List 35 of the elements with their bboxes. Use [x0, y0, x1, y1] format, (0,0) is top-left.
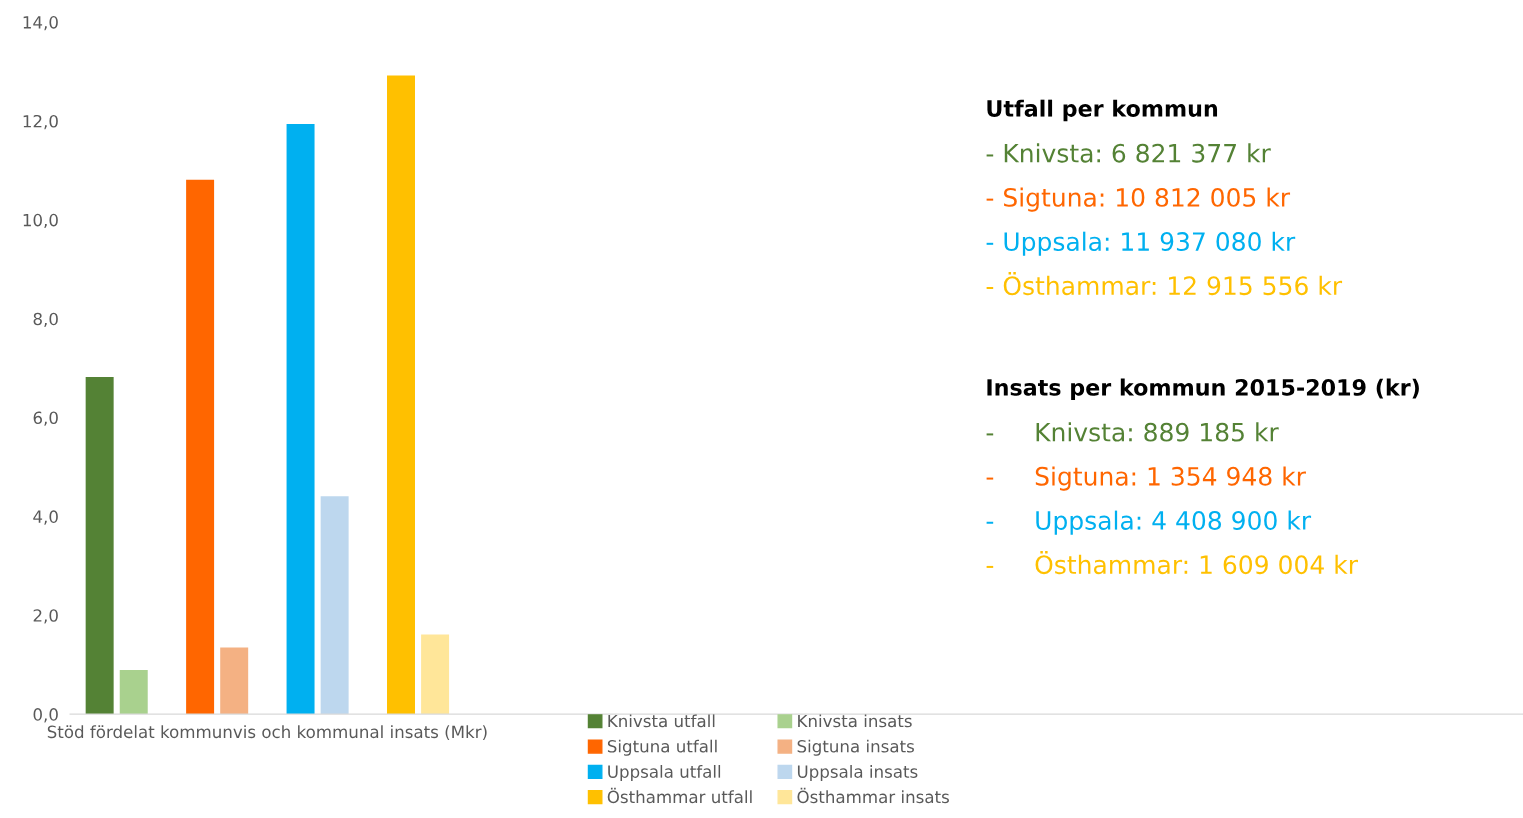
bar — [320, 496, 349, 715]
bar — [85, 377, 114, 715]
bar — [119, 670, 148, 715]
y-tick-label: 4,0 — [33, 510, 58, 525]
x-tick-label: Stöd fördelat kommunvis och kommunal insats (Mkr) — [47, 725, 487, 741]
y-tick-label: 6,0 — [33, 411, 58, 426]
legend-label: Knivsta insats — [798, 714, 912, 728]
annotation: Utfall per kommun — [987, 99, 1218, 122]
legend-label: Östhammar insats — [797, 787, 949, 804]
y-tick-label: 0,0 — [33, 708, 58, 723]
bar — [220, 647, 249, 715]
legend-label: Uppsala utfall — [608, 764, 721, 782]
annotation: - Uppsala: 11 937 080 kr — [986, 231, 1296, 256]
legend-label: Sigtuna utfall — [607, 739, 717, 756]
annotation: - Sigtuna: 1 354 948 kr — [986, 466, 1306, 491]
legend-label: Knivsta utfall — [608, 714, 715, 728]
y-tick-label: 8,0 — [33, 312, 58, 327]
legend-label: Östhammar utfall — [607, 787, 752, 804]
bar — [186, 179, 215, 715]
legend-label: Uppsala insats — [797, 764, 918, 782]
y-tick-label: 14,0 — [23, 16, 58, 31]
annotation: - Östhammar: 12 915 556 kr — [986, 272, 1343, 296]
annotation: - Sigtuna: 10 812 005 kr — [986, 187, 1291, 212]
y-tick-label: 2,0 — [33, 609, 58, 624]
annotation: - Knivsta: 6 821 377 kr — [986, 143, 1271, 163]
bar — [387, 75, 415, 715]
bar — [286, 123, 315, 715]
annotation: - Östhammar: 1 609 004 kr — [986, 551, 1358, 575]
annotation: - Uppsala: 4 408 900 kr — [986, 510, 1312, 535]
legend-label: Sigtuna insats — [797, 739, 914, 756]
y-tick-label: 10,0 — [23, 213, 58, 229]
annotation: Insats per kommun 2015-2019 (kr) — [987, 378, 1419, 401]
annotation: - Knivsta: 889 185 kr — [986, 422, 1279, 442]
bar — [421, 634, 450, 715]
y-tick-label: 12,0 — [23, 114, 58, 130]
